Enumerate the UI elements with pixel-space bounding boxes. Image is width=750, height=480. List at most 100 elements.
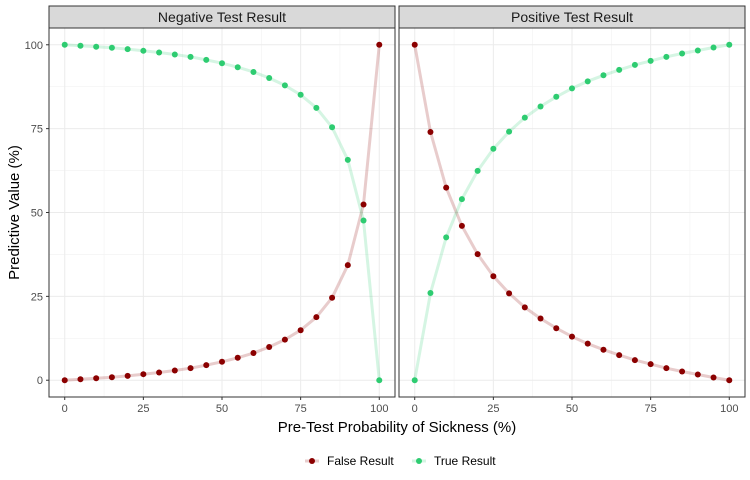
panel-1-point-false <box>156 369 163 376</box>
panel-2-point-false <box>474 251 481 258</box>
panel-2-point-false <box>647 361 654 368</box>
panel-1-point-true <box>140 47 147 54</box>
panel-2-point-true <box>631 61 638 68</box>
panel-2-point-true <box>600 72 607 79</box>
panel-1-point-false <box>313 314 320 321</box>
panel-1-point-false <box>281 336 288 343</box>
panel-1-point-true <box>266 74 273 81</box>
panel-2-point-false <box>490 273 497 280</box>
panel-2-point-true <box>726 41 733 48</box>
panel-1-title: Negative Test Result <box>158 9 286 25</box>
panel-2-point-false <box>458 222 465 229</box>
panel-1-point-false <box>234 354 241 361</box>
panel-2-point-false <box>616 352 623 359</box>
panel-1-point-true <box>250 68 257 75</box>
panel-2-point-false <box>537 315 544 322</box>
panel-1-point-true <box>297 91 304 98</box>
panel-1-x-tick-label: 50 <box>216 403 228 415</box>
panel-1-point-false <box>187 365 194 372</box>
panel-1-point-false <box>360 201 367 208</box>
panel-1-point-true <box>124 46 131 53</box>
panel-1-point-false <box>61 377 68 384</box>
panel-2-point-true <box>537 103 544 110</box>
panel-2-point-true <box>679 50 686 57</box>
panel-2-point-true <box>443 234 450 241</box>
panel-1-point-true <box>93 43 100 50</box>
panel-1-point-false <box>93 375 100 382</box>
panel-2-point-false <box>694 371 701 378</box>
panel-1-point-true <box>156 49 163 56</box>
panel-1-point-false <box>344 262 351 269</box>
panel-2-point-false <box>631 357 638 364</box>
panel-2-point-false <box>411 41 418 48</box>
panel-1-point-true <box>171 51 178 58</box>
y-tick-label: 0 <box>37 375 43 387</box>
panel-1-point-false <box>329 294 336 301</box>
panel-2-point-false <box>569 333 575 340</box>
panel-1-point-true <box>203 56 210 63</box>
panel-1-point-false <box>250 350 257 357</box>
panel-2-point-true <box>663 53 670 60</box>
panel-2-title: Positive Test Result <box>511 9 633 25</box>
panel-1-x-tick-label: 0 <box>62 403 68 415</box>
panel-2-point-false <box>506 290 513 297</box>
y-tick-label: 25 <box>31 291 43 303</box>
panel-2-point-true <box>694 47 701 54</box>
legend-key-point <box>309 458 315 464</box>
y-tick-label: 100 <box>25 40 43 52</box>
y-axis-title: Predictive Value (%) <box>6 145 23 280</box>
panel-2-point-false <box>427 128 434 135</box>
panel-2-point-true <box>521 114 528 121</box>
panel-1-point-false <box>266 344 273 351</box>
panel-1-point-true <box>234 64 241 71</box>
panel-1-point-true <box>61 41 68 48</box>
panel-2-x-tick-label: 25 <box>487 403 499 415</box>
panel-2-point-true <box>616 66 623 73</box>
panel-2-point-true <box>411 377 418 384</box>
panel-1-point-false <box>171 367 178 374</box>
panel-2-point-false <box>663 365 670 372</box>
panel-2-point-true <box>553 93 560 100</box>
panel-2-x-tick-label: 50 <box>566 403 578 415</box>
panel-2-point-true <box>458 196 465 203</box>
panel-1-point-true <box>344 156 351 163</box>
panel-2-point-false <box>600 346 607 353</box>
legend-label: False Result <box>327 454 394 468</box>
panel-2-point-true <box>569 85 575 92</box>
panel-2-point-false <box>679 368 686 375</box>
panel-1-point-false <box>77 376 84 383</box>
panel-1-point-false <box>203 362 210 369</box>
panel-2-x-tick-label: 100 <box>720 403 738 415</box>
legend-label: True Result <box>434 454 496 468</box>
panel-1-point-false <box>108 374 115 381</box>
panel-2-point-false <box>521 304 528 311</box>
panel-2-point-false <box>553 325 560 332</box>
panel-1-point-true <box>108 44 115 51</box>
panel-2-point-false <box>726 377 733 384</box>
panel-1-point-false <box>140 371 147 378</box>
panel-1-point-true <box>376 377 383 384</box>
panel-1-point-true <box>313 104 320 111</box>
panel-1-point-true <box>329 124 336 131</box>
panel-1-point-false <box>219 358 225 365</box>
panel-2-x-tick-label: 0 <box>412 403 418 415</box>
panel-1-x-tick-label: 25 <box>137 403 149 415</box>
panel-2-point-true <box>474 167 481 174</box>
panel-2-point-true <box>647 57 654 64</box>
panel-1-point-true <box>360 217 367 224</box>
panel-2-point-false <box>443 184 450 191</box>
panel-2-point-true <box>427 290 434 297</box>
panel-2-point-false <box>710 374 717 381</box>
x-axis-title: Pre-Test Probability of Sickness (%) <box>278 419 516 436</box>
panel-1-point-false <box>124 372 131 379</box>
panel-1-x-tick-label: 75 <box>295 403 307 415</box>
panel-2-point-true <box>490 145 497 152</box>
panel-1-point-true <box>77 42 84 49</box>
panel-2-point-true <box>506 128 513 135</box>
legend-key-point <box>416 458 422 464</box>
panel-1-point-false <box>376 41 383 48</box>
y-tick-label: 75 <box>31 124 43 136</box>
panel-1-point-true <box>281 82 288 89</box>
y-tick-label: 50 <box>31 208 43 220</box>
